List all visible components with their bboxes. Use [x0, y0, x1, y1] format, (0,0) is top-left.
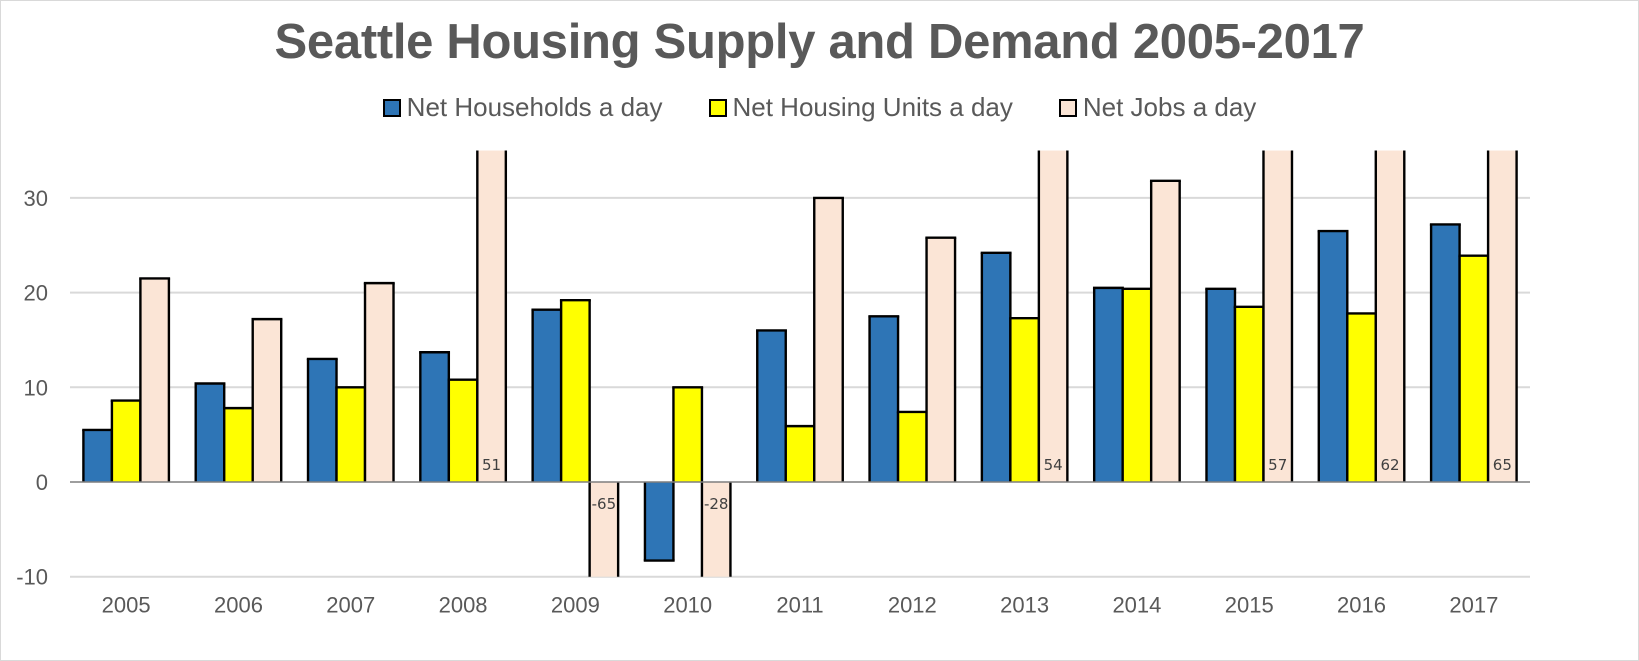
- legend-swatch-housing-units: [708, 98, 727, 117]
- bar[interactable]: [1375, 150, 1405, 483]
- bar[interactable]: [308, 358, 337, 482]
- bar[interactable]: [814, 197, 843, 482]
- bar[interactable]: [898, 411, 927, 482]
- bar[interactable]: [1094, 287, 1123, 482]
- y-tick-label: 0: [36, 470, 48, 495]
- bar[interactable]: [195, 383, 225, 482]
- bar[interactable]: [365, 283, 394, 482]
- bar[interactable]: [111, 400, 141, 482]
- chart-title: Seattle Housing Supply and Demand 2005-2…: [274, 15, 1365, 69]
- bar[interactable]: [673, 387, 702, 482]
- x-tick-label: 2005: [102, 593, 151, 618]
- y-tick-label: 30: [24, 186, 48, 211]
- bar[interactable]: [644, 482, 674, 561]
- legend-item-households[interactable]: Net Households a day: [382, 92, 663, 123]
- y-tick-label: 20: [24, 281, 48, 306]
- data-label: 65: [1493, 456, 1512, 474]
- legend-item-housing-units[interactable]: Net Housing Units a day: [708, 92, 1013, 123]
- bar[interactable]: [252, 319, 282, 482]
- x-tick-label: 2009: [551, 593, 600, 618]
- chart-legend: Net Households a day Net Housing Units a…: [0, 92, 1639, 123]
- bar[interactable]: [589, 482, 619, 577]
- x-tick-label: 2007: [326, 593, 375, 618]
- data-labels: 51 -65 -28 54 57 62 65: [482, 456, 1512, 513]
- bar[interactable]: [1010, 318, 1039, 482]
- data-label: -28: [704, 495, 729, 513]
- legend-label-housing-units: Net Housing Units a day: [732, 92, 1013, 122]
- bar[interactable]: [1318, 231, 1348, 482]
- legend-swatch-jobs: [1058, 98, 1077, 117]
- data-label: 54: [1044, 456, 1063, 474]
- bar[interactable]: [1206, 288, 1235, 482]
- data-label: -65: [592, 495, 617, 513]
- bar[interactable]: [420, 352, 449, 482]
- x-tick-label: 2014: [1112, 593, 1161, 618]
- x-tick-label: 2010: [663, 593, 712, 618]
- gridlines: [70, 196, 1530, 578]
- bar[interactable]: [336, 387, 366, 482]
- bar[interactable]: [140, 278, 169, 482]
- y-tick-label: 10: [24, 375, 48, 400]
- bar[interactable]: [701, 482, 731, 577]
- data-label: 62: [1380, 456, 1399, 474]
- bar[interactable]: [757, 330, 786, 482]
- bar[interactable]: [926, 237, 956, 482]
- x-tick-label: 2008: [439, 593, 488, 618]
- bar[interactable]: [1151, 180, 1180, 482]
- bar[interactable]: [83, 429, 112, 482]
- legend-label-jobs: Net Jobs a day: [1082, 92, 1257, 122]
- bar[interactable]: [1347, 313, 1376, 482]
- x-tick-label: 2013: [1000, 593, 1049, 618]
- bar[interactable]: [1459, 255, 1489, 482]
- bar[interactable]: [532, 309, 562, 482]
- bar[interactable]: [981, 252, 1011, 482]
- bar[interactable]: [785, 426, 815, 482]
- bar[interactable]: [1263, 150, 1292, 483]
- axes: -10 0 10 20 30 2005 2006 2007 2008 2009 2010 2011 20…: [16, 186, 1530, 618]
- bar[interactable]: [224, 408, 253, 482]
- bar[interactable]: [561, 300, 590, 482]
- legend-label-households: Net Households a day: [406, 92, 663, 122]
- bar[interactable]: [448, 379, 478, 482]
- legend-swatch-households: [382, 98, 401, 117]
- bar[interactable]: [477, 150, 506, 483]
- y-tick-label: -10: [16, 565, 48, 590]
- data-label: 51: [482, 456, 501, 474]
- x-tick-label: 2011: [776, 593, 823, 618]
- bars: [82, 150, 1518, 577]
- legend-item-jobs[interactable]: Net Jobs a day: [1058, 92, 1257, 123]
- bar[interactable]: [1122, 288, 1152, 482]
- x-tick-label: 2016: [1337, 593, 1386, 618]
- bar[interactable]: [1038, 150, 1068, 483]
- x-tick-label: 2015: [1225, 593, 1274, 618]
- bar[interactable]: [1234, 306, 1264, 482]
- x-tick-label: 2006: [214, 593, 263, 618]
- x-tick-label: 2017: [1449, 593, 1498, 618]
- bar[interactable]: [1431, 224, 1460, 482]
- x-tick-label: 2012: [888, 593, 937, 618]
- bar[interactable]: [869, 316, 899, 482]
- data-label: 57: [1268, 456, 1287, 474]
- bar[interactable]: [1488, 150, 1517, 483]
